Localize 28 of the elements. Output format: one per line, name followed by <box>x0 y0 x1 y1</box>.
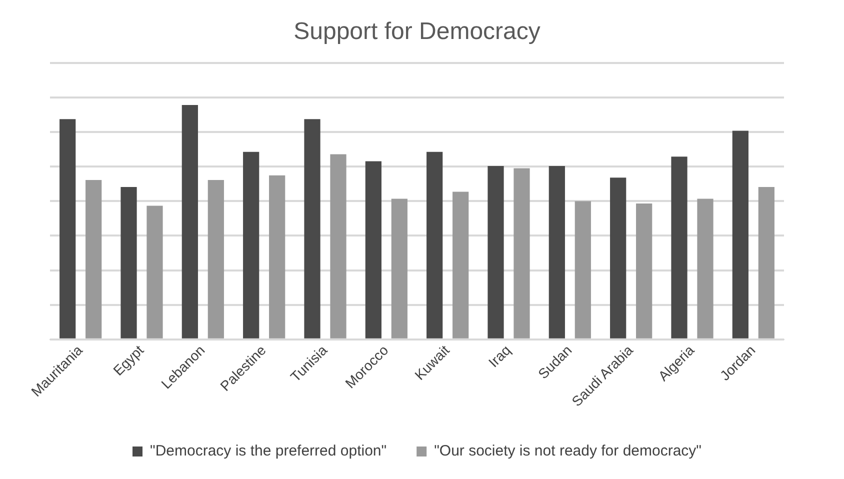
bar <box>365 161 382 338</box>
x-tick-label: Iraq <box>485 342 514 370</box>
chart-title: Support for Democracy <box>294 18 540 46</box>
bar <box>488 166 504 338</box>
bar <box>636 203 652 338</box>
legend-label: "Democracy is the preferred option" <box>150 442 387 460</box>
bar <box>732 130 748 338</box>
bar <box>758 187 774 338</box>
bar <box>269 175 286 338</box>
bar <box>426 152 443 338</box>
bar <box>182 105 198 338</box>
bar <box>146 206 163 338</box>
bar <box>548 166 565 338</box>
bar <box>697 198 714 338</box>
bar <box>574 201 591 338</box>
bar <box>610 178 626 338</box>
bar <box>452 192 469 338</box>
bar <box>671 156 688 338</box>
bar <box>243 152 260 338</box>
bar <box>514 168 530 338</box>
legend-label: "Our society is not ready for democracy" <box>434 442 702 460</box>
bar <box>86 180 102 338</box>
bar <box>60 119 76 338</box>
bar <box>120 187 137 338</box>
bar <box>304 119 320 338</box>
bar <box>330 154 346 338</box>
bar <box>391 198 408 338</box>
bar <box>208 180 224 338</box>
